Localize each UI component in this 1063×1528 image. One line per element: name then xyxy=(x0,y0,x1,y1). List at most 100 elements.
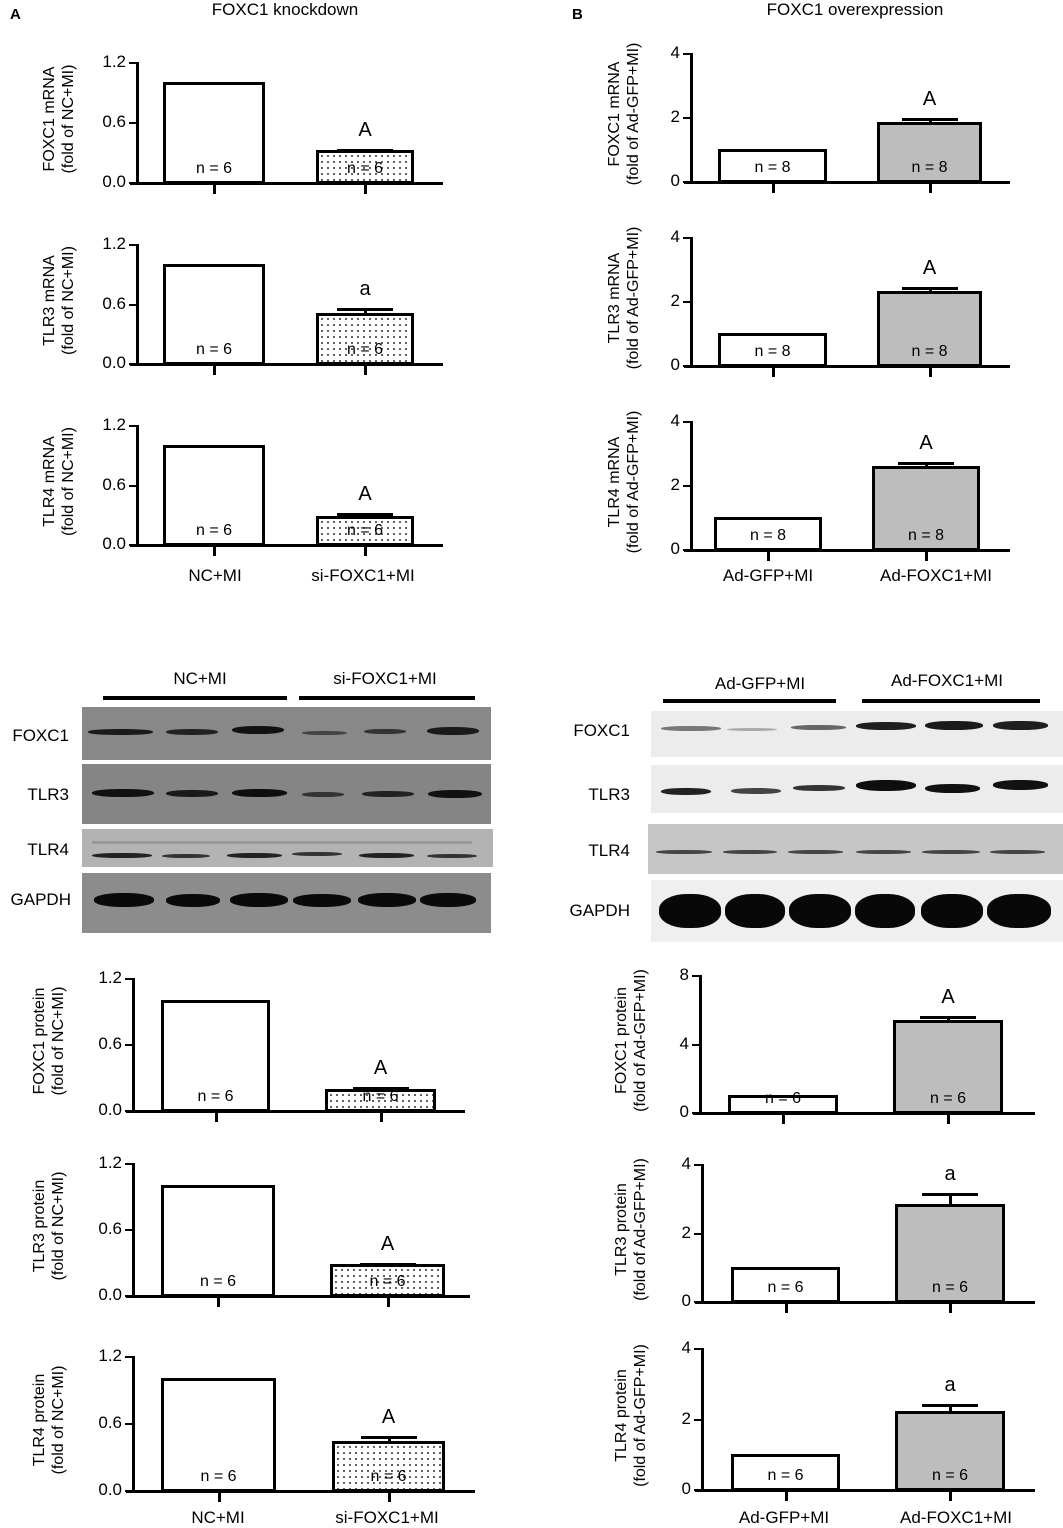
y-axis xyxy=(701,1164,704,1303)
n-label: n = 6 xyxy=(346,160,384,177)
x-axis xyxy=(684,549,1010,552)
n-label: n = 6 xyxy=(931,1467,969,1484)
x-category-label: Ad-GFP+MI xyxy=(738,1508,830,1527)
y-tick xyxy=(129,363,136,365)
x-axis xyxy=(684,365,1010,368)
y-tick-label: 0.0 xyxy=(102,534,126,553)
x-axis xyxy=(130,544,443,547)
y-tick xyxy=(125,978,132,980)
n-label: n = 6 xyxy=(362,1088,399,1105)
y-tick xyxy=(683,549,690,551)
blot-row-label: TLR3 xyxy=(588,785,630,804)
y-tick xyxy=(692,975,699,977)
y-tick xyxy=(125,1110,132,1112)
error-bar-cap xyxy=(337,513,393,517)
y-axis xyxy=(136,62,139,184)
y-tick xyxy=(692,1043,699,1046)
error-bar-cap xyxy=(359,1263,416,1267)
n-label: n = 8 xyxy=(749,527,787,544)
y-tick xyxy=(129,303,136,306)
y-axis-label: TLR3 protein (fold of Ad-GFP+MI) xyxy=(612,1136,650,1323)
y-axis-label-line1: TLR3 protein xyxy=(31,1179,48,1273)
y-tick-label: 2 xyxy=(670,291,680,310)
y-axis-label: FOXC1 mRNA (fold of NC+MI) xyxy=(40,34,78,204)
n-label: n = 6 xyxy=(197,1088,234,1105)
y-tick-label: 0 xyxy=(670,539,680,558)
y-tick xyxy=(683,237,690,239)
bar xyxy=(728,1094,838,1114)
x-category-label: Ad-FOXC1+MI xyxy=(900,1508,1012,1527)
y-tick-label: 0 xyxy=(670,171,680,190)
y-tick xyxy=(129,244,136,246)
y-axis xyxy=(690,421,693,551)
y-axis-label: FOXC1 protein (fold of NC+MI) xyxy=(30,950,68,1132)
error-bar xyxy=(928,117,932,125)
blot-row-label: TLR4 xyxy=(588,841,630,860)
blot-row-label: TLR4 xyxy=(27,840,69,859)
y-tick-label: 0.0 xyxy=(98,1480,122,1499)
y-tick xyxy=(694,1418,701,1421)
blot-strip-tlr4 xyxy=(648,824,1063,874)
n-label: n = 8 xyxy=(754,343,791,360)
bar xyxy=(718,333,827,367)
y-tick-label: 4 xyxy=(670,227,680,246)
n-label: n = 6 xyxy=(346,341,384,358)
x-axis xyxy=(126,1295,470,1298)
panel-letter-b: B xyxy=(572,6,583,23)
x-axis xyxy=(684,181,1010,184)
bar xyxy=(893,1020,1003,1114)
y-tick xyxy=(683,117,690,119)
error-bar xyxy=(387,1436,391,1443)
y-axis-label-line1: FOXC1 mRNA xyxy=(41,66,58,172)
y-tick xyxy=(683,421,690,423)
significance-marker: A xyxy=(358,483,372,506)
x-axis xyxy=(695,1301,1035,1304)
bar xyxy=(316,150,414,184)
y-tick-label: 1.2 xyxy=(98,968,122,987)
bar xyxy=(877,291,982,367)
y-axis-label: TLR4 mRNA (fold of NC+MI) xyxy=(40,397,78,566)
x-category-label: NC+MI xyxy=(191,1508,245,1527)
blot-strip-gapdh xyxy=(651,880,1063,942)
bar xyxy=(161,1000,270,1112)
y-axis-label-line2: (fold of NC+MI) xyxy=(50,1171,67,1281)
y-tick-label: 0.6 xyxy=(98,1219,122,1238)
blot-row-label: TLR3 xyxy=(27,785,69,804)
blot-strip-tlr4 xyxy=(82,829,493,867)
blot-group-label: si-FOXC1+MI xyxy=(333,669,437,688)
significance-marker: a xyxy=(359,278,371,301)
bar xyxy=(163,82,265,184)
x-tick xyxy=(213,547,216,556)
bar xyxy=(872,465,980,551)
n-label: n = 8 xyxy=(907,527,945,544)
error-bar-cap xyxy=(901,117,958,121)
y-axis-label-line1: TLR4 protein xyxy=(31,1373,48,1467)
significance-marker: A xyxy=(941,986,955,1009)
y-tick xyxy=(125,1295,132,1297)
y-axis-label-line1: TLR4 protein xyxy=(613,1369,630,1462)
bar xyxy=(895,1204,1005,1303)
y-axis-label: TLR3 protein (fold of NC+MI) xyxy=(30,1135,68,1317)
n-label: n = 6 xyxy=(195,522,233,539)
y-tick-label: 1.2 xyxy=(98,1153,122,1172)
y-tick xyxy=(692,1112,699,1114)
y-axis-label: FOXC1 protein (fold of Ad-GFP+MI) xyxy=(612,947,650,1134)
y-tick xyxy=(125,1229,132,1231)
y-tick xyxy=(694,1164,701,1166)
blot-group-label: NC+MI xyxy=(173,669,227,688)
y-tick-label: 1.2 xyxy=(102,415,126,434)
blot-group-bar xyxy=(103,696,287,700)
y-tick-label: 4 xyxy=(681,1338,691,1357)
y-tick-label: 4 xyxy=(679,1033,689,1053)
x-tick xyxy=(949,1304,952,1313)
y-tick xyxy=(129,425,136,427)
bar xyxy=(161,1378,276,1492)
error-bar-cap xyxy=(360,1436,417,1440)
error-bar-cap xyxy=(352,1086,409,1090)
y-axis-label: TLR3 mRNA (fold of NC+MI) xyxy=(40,216,78,385)
panel-a-title: FOXC1 knockdown xyxy=(211,0,359,19)
x-tick xyxy=(771,184,775,193)
n-label: n = 6 xyxy=(346,522,384,539)
y-tick-label: 0 xyxy=(681,1479,691,1498)
x-tick xyxy=(782,1115,785,1124)
